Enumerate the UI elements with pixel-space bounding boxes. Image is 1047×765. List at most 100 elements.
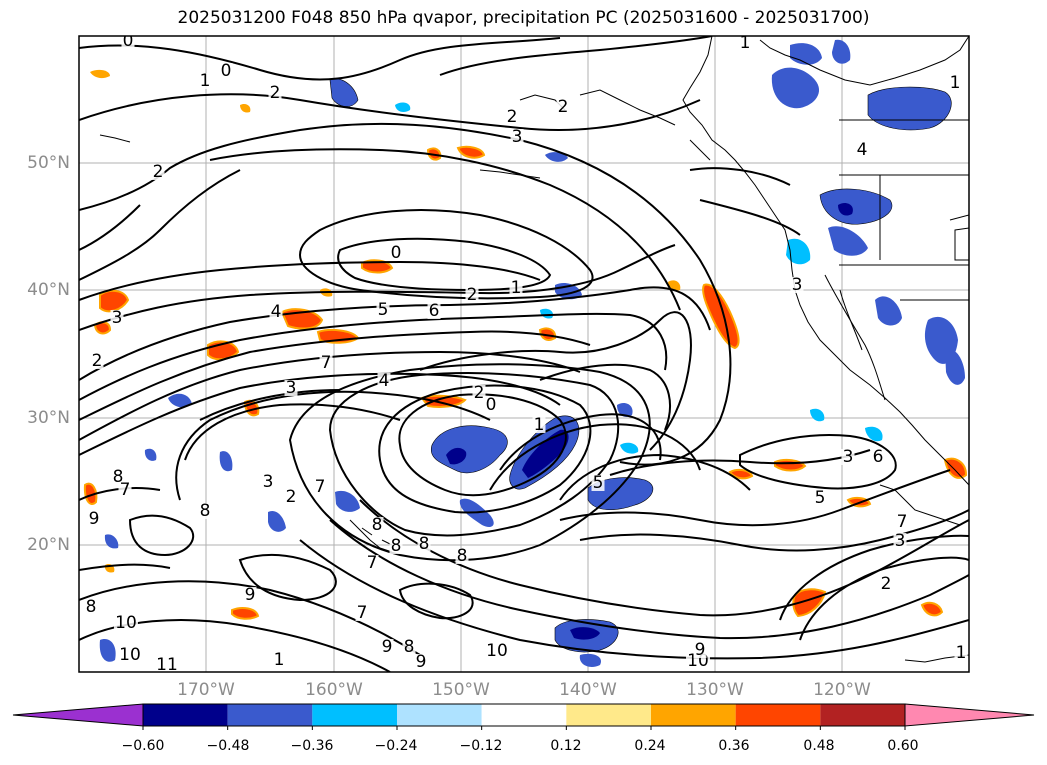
- contour-label-bg: [261, 474, 275, 490]
- contour-label-bg: [556, 99, 570, 115]
- contour-label: 8: [404, 637, 415, 657]
- contour-label: 6: [429, 301, 440, 321]
- contour-label: 9: [695, 640, 706, 660]
- contour-label: 5: [593, 473, 604, 493]
- colorbar-tick-label: 0.24: [634, 738, 666, 754]
- contour-label-bg: [365, 555, 379, 571]
- contour-label: 2: [153, 162, 164, 182]
- contour-label: 0: [221, 61, 232, 81]
- colorbar-tick-label: −0.36: [290, 738, 334, 754]
- contour-label-bg: [472, 385, 486, 401]
- colorbar-swatch: [820, 704, 905, 726]
- lat-label-40n: 40°N: [27, 280, 70, 300]
- contour-label: 9: [382, 637, 393, 657]
- contour-label-bg: [484, 397, 498, 413]
- contour-label: 9: [89, 509, 100, 529]
- contour-label-bg: [455, 548, 469, 564]
- contour-label-bg: [954, 645, 968, 661]
- contour-label-bg: [813, 490, 827, 506]
- lon-label-140w: 140°W: [559, 680, 617, 700]
- contour-label: 8: [391, 536, 402, 556]
- contour-label: 2: [286, 487, 297, 507]
- lon-label-150w: 150°W: [432, 680, 490, 700]
- contour-label-bg: [380, 639, 394, 655]
- map-frame: [78, 35, 970, 673]
- contour-label-bg: [268, 85, 282, 101]
- contour-label-bg: [219, 63, 233, 79]
- contour-label-bg: [87, 511, 101, 527]
- contour-label: 3: [263, 472, 274, 492]
- contour-label-bg: [319, 355, 333, 371]
- contour-label-bg: [485, 643, 509, 659]
- colorbar-swatch: [566, 704, 651, 726]
- contour-label-bg: [111, 469, 125, 485]
- contour-label: 4: [271, 302, 282, 322]
- colorbar: [12, 703, 1035, 730]
- contour-label: 1: [274, 650, 285, 670]
- lon-label-120w: 120°W: [813, 680, 871, 700]
- colorbar-tick-label: −0.60: [121, 738, 165, 754]
- contour-label-bg: [389, 538, 403, 554]
- contour-label: 8: [86, 597, 97, 617]
- contour-label-bg: [532, 417, 546, 433]
- contour-label-bg: [427, 303, 441, 319]
- contour-label: 7: [357, 603, 368, 623]
- contour-label-bg: [948, 75, 962, 91]
- colorbar-swatch: [312, 704, 397, 726]
- contour-label: 1: [534, 415, 545, 435]
- contour-label-bg: [509, 280, 523, 296]
- contour-label: 3: [895, 531, 906, 551]
- contour-label: 2: [92, 351, 103, 371]
- colorbar-tick-label: 0.12: [550, 738, 582, 754]
- contour-label: 1: [200, 71, 211, 91]
- lon-label-170w: 170°W: [177, 680, 235, 700]
- contour-label-bg: [272, 652, 286, 668]
- contour-label-bg: [84, 599, 98, 615]
- contour-label: 4: [379, 371, 390, 391]
- contour-label-bg: [402, 639, 416, 655]
- contour-label-bg: [284, 380, 298, 396]
- contour-label: 0: [391, 243, 402, 263]
- contour-label-bg: [738, 36, 752, 51]
- colorbar-frame: [142, 703, 906, 727]
- contour-label: 3: [792, 275, 803, 295]
- contour-label-bg: [284, 489, 298, 505]
- lat-label-50n: 50°N: [27, 153, 70, 173]
- colorbar-swatch: [397, 704, 482, 726]
- colorbar-swatch: [651, 704, 736, 726]
- contour-label: 7: [315, 477, 326, 497]
- contour-label: 8: [419, 534, 430, 554]
- contour-label: 4: [857, 140, 868, 160]
- contour-label: 8: [200, 501, 211, 521]
- contour-label-bg: [243, 587, 257, 603]
- contour-label-bg: [114, 615, 138, 631]
- colorbar-tick-label: −0.12: [459, 738, 503, 754]
- contour-label-bg: [90, 353, 104, 369]
- contour-label: 8: [372, 515, 383, 535]
- contour-label-bg: [376, 302, 390, 318]
- contour-label-bg: [510, 129, 524, 145]
- contour-label: 7: [367, 553, 378, 573]
- contour-label-bg: [417, 536, 431, 552]
- contour-label: 5: [378, 300, 389, 320]
- contour-label: 2: [507, 107, 518, 127]
- contour-label: 6: [873, 447, 884, 467]
- lon-label-130w: 130°W: [686, 680, 744, 700]
- contour-label-bg: [118, 647, 142, 663]
- contour-label: 2: [270, 83, 281, 103]
- contour-label: 0: [486, 395, 497, 415]
- contour-label: 0: [123, 31, 134, 51]
- lat-label-30n: 30°N: [27, 408, 70, 428]
- colorbar-tick-label: 0.60: [887, 738, 919, 754]
- colorbar-tick-label: −0.24: [374, 738, 418, 754]
- colorbar-swatch: [735, 704, 821, 726]
- contour-label: 9: [245, 585, 256, 605]
- contour-label: 3: [286, 378, 297, 398]
- contour-label: 8: [113, 467, 124, 487]
- colorbar-swatch: [143, 704, 228, 726]
- contour-label: 10: [115, 613, 137, 633]
- colorbar-swatch: [227, 704, 313, 726]
- contour-label: 2: [474, 383, 485, 403]
- contour-label-bg: [269, 304, 283, 320]
